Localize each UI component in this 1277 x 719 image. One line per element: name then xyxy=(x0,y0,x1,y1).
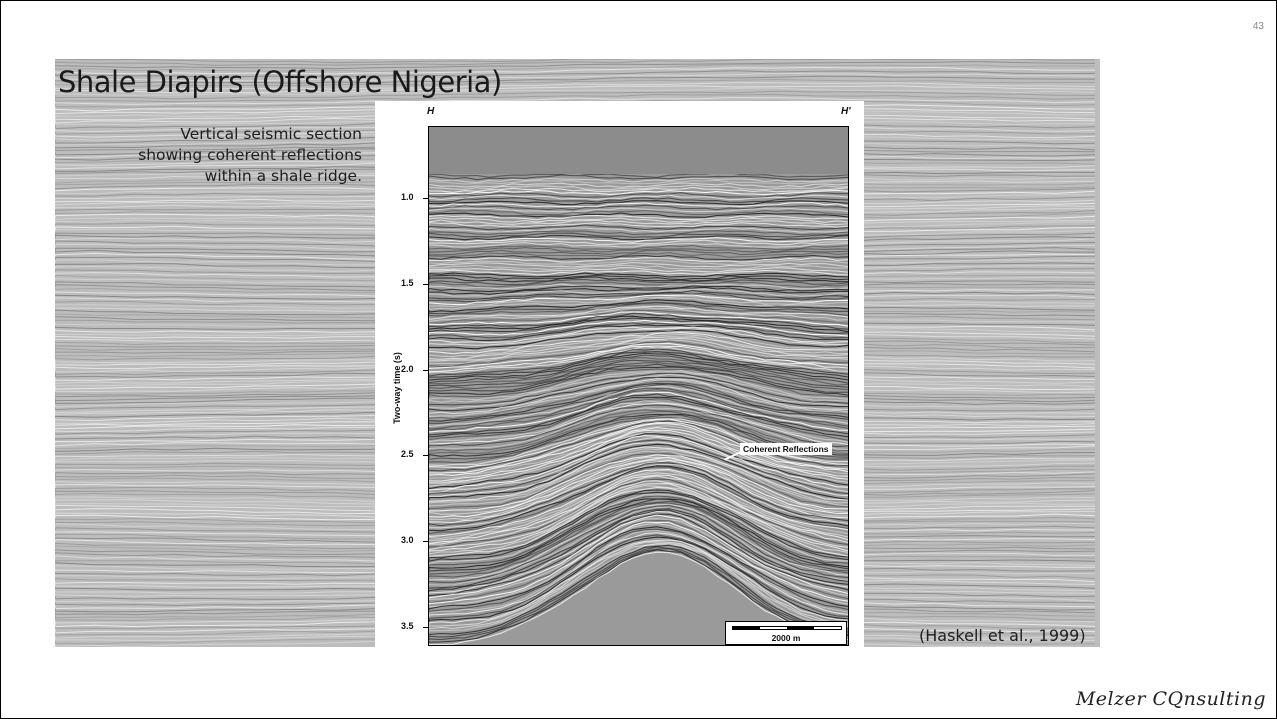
section-end-label: H' xyxy=(841,106,851,117)
seismic-figure: H H' Two-way time (s) 1.0 1.5 2.0 2.5 3.… xyxy=(375,101,864,647)
y-tick-label: 1.5 xyxy=(401,278,414,288)
scale-bar: 2000 m xyxy=(725,621,847,645)
scale-segment xyxy=(760,627,787,629)
seismic-section-plot: Coherent Reflections 2000 m xyxy=(428,126,849,646)
scale-segment xyxy=(733,627,760,629)
scale-segment xyxy=(787,627,814,629)
scale-segment xyxy=(814,627,841,629)
citation: (Haskell et al., 1999) xyxy=(919,626,1086,645)
caption-line: Vertical seismic section xyxy=(180,125,362,143)
caption-line: showing coherent reflections xyxy=(138,146,362,164)
y-tick-mark xyxy=(423,370,429,371)
scale-bar-label: 2000 m xyxy=(771,633,801,643)
y-axis-label: Two-way time (s) xyxy=(392,352,402,424)
y-tick-label: 1.0 xyxy=(401,192,414,202)
water-column xyxy=(429,127,848,174)
slide-title: Shale Diapirs (Offshore Nigeria) xyxy=(58,65,502,99)
figure-caption: Vertical seismic section showing coheren… xyxy=(72,124,362,187)
y-tick-label: 3.0 xyxy=(401,535,414,545)
annotation-label: Coherent Reflections xyxy=(740,443,832,455)
y-tick-mark xyxy=(423,198,429,199)
brand-logo-text: Melzer CQnsulting xyxy=(1075,688,1266,710)
section-start-label: H xyxy=(427,106,435,117)
y-tick-mark xyxy=(423,284,429,285)
slide-number: 43 xyxy=(1252,21,1264,32)
y-tick-label: 2.0 xyxy=(401,364,414,374)
y-tick-mark xyxy=(423,627,429,628)
y-tick-label: 3.5 xyxy=(401,621,414,631)
caption-line: within a shale ridge. xyxy=(204,167,362,185)
y-tick-mark xyxy=(423,455,429,456)
y-tick-mark xyxy=(423,541,429,542)
y-tick-label: 2.5 xyxy=(401,449,414,459)
scale-bar-track xyxy=(732,626,842,630)
